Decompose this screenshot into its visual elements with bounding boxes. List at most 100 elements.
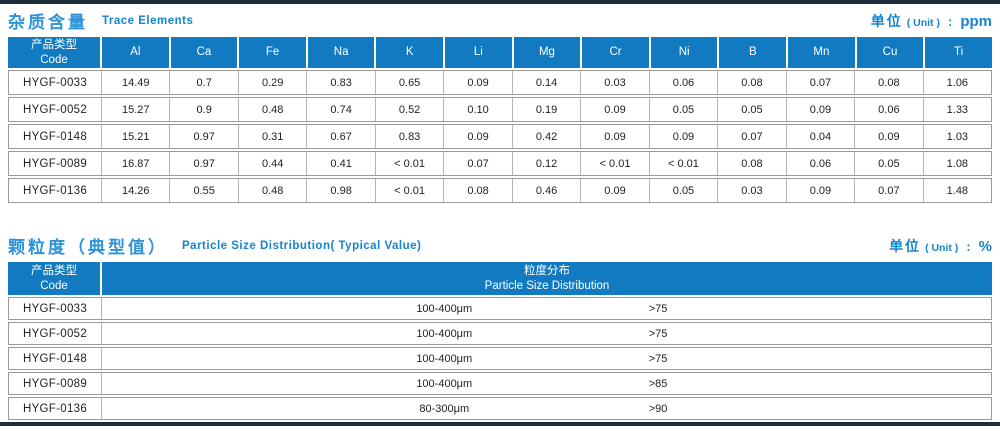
- row-value: 0.46: [511, 179, 580, 202]
- unit-en: ( Unit ): [925, 241, 959, 254]
- code-header-en: Code: [40, 53, 68, 66]
- column-header-element: B: [719, 37, 787, 68]
- row-value: 0.83: [374, 125, 443, 148]
- row-value: 0.09: [443, 125, 511, 148]
- table-row: HYGF-0089 100-400μm >85: [8, 372, 992, 395]
- row-value: 0.06: [648, 71, 717, 94]
- row-value: 0.65: [374, 71, 443, 94]
- column-header-element: Li: [445, 37, 512, 68]
- row-value: 0.7: [169, 71, 237, 94]
- row-code: HYGF-0148: [22, 130, 88, 143]
- row-percent: >85: [648, 377, 668, 390]
- unit-zh: 单位: [889, 237, 922, 254]
- row-value: 0.07: [443, 152, 511, 175]
- row-value: 0.08: [443, 179, 511, 202]
- column-header-element: Ni: [650, 37, 718, 68]
- table-row: HYGF-0052 100-400μm >75: [8, 322, 992, 345]
- row-value: 0.09: [443, 71, 511, 94]
- row-value: < 0.01: [648, 152, 717, 175]
- row-value: 0.9: [169, 98, 237, 121]
- row-value: 14.49: [101, 71, 169, 94]
- table-row: HYGF-0052 15.27 0.9 0.48 0.74 0.52 0.10 0.19 0.0…: [8, 97, 992, 122]
- row-value: 0.05: [717, 98, 785, 121]
- row-value: 0.97: [169, 125, 237, 148]
- row-value: 0.05: [854, 152, 922, 175]
- unit-label: 单位 ( Unit ) : ppm: [871, 11, 992, 31]
- column-header-element: Mn: [788, 37, 855, 68]
- row-value: 0.41: [306, 152, 374, 175]
- unit-zh: 单位: [870, 12, 903, 29]
- row-value: 0.31: [237, 125, 306, 148]
- row-value: 0.10: [443, 98, 511, 121]
- row-value: 0.55: [169, 179, 237, 202]
- column-header-code: 产品类型 Code: [8, 262, 100, 295]
- row-value: 16.87: [101, 152, 169, 175]
- bottom-divider-bar: [0, 422, 1000, 426]
- row-size-range: 100-400μm: [416, 302, 473, 315]
- row-value: 0.29: [237, 71, 306, 94]
- row-value: 0.52: [374, 98, 443, 121]
- row-value: 1.48: [922, 179, 991, 202]
- row-value: 0.06: [785, 152, 854, 175]
- column-header-element: Na: [307, 37, 375, 68]
- row-value: 0.08: [717, 71, 785, 94]
- row-size-range: 100-400μm: [416, 352, 473, 365]
- unit-colon: :: [966, 238, 971, 254]
- dist-header-en: Particle Size Distribution: [484, 279, 610, 292]
- row-code: HYGF-0136: [22, 402, 88, 415]
- code-header-zh: 产品类型: [31, 265, 77, 278]
- row-value: 0.08: [854, 71, 922, 94]
- row-value: 0.07: [717, 125, 785, 148]
- row-value: 0.14: [511, 71, 580, 94]
- unit-colon: :: [947, 13, 953, 29]
- row-size-range: 100-400μm: [416, 377, 473, 390]
- row-code: HYGF-0148: [22, 352, 88, 365]
- table-row: HYGF-0136 80-300μm >90: [8, 397, 992, 420]
- row-value: 14.26: [101, 179, 169, 202]
- row-distribution: 100-400μm >75: [101, 323, 991, 344]
- table-row: HYGF-0033 14.49 0.7 0.29 0.83 0.65 0.09 0.14 0.0…: [8, 70, 992, 95]
- row-value: 0.09: [580, 179, 648, 202]
- column-header-element: Ti: [925, 37, 992, 68]
- column-header-element: Fe: [239, 37, 306, 68]
- dist-header-zh: 粒度分布: [524, 265, 570, 278]
- row-value: 0.05: [648, 98, 717, 121]
- row-value: 0.04: [785, 125, 854, 148]
- row-value: 15.21: [101, 125, 169, 148]
- row-value: 1.03: [922, 125, 991, 148]
- trace-table-body: HYGF-0033 14.49 0.7 0.29 0.83 0.65 0.09 0.14 0.0…: [8, 70, 992, 203]
- row-value: 0.07: [854, 179, 922, 202]
- row-value: 0.09: [580, 98, 648, 121]
- row-size-range: 100-400μm: [416, 327, 473, 340]
- row-size-range: 80-300μm: [419, 402, 470, 415]
- table-row: HYGF-0136 14.26 0.55 0.48 0.98 < 0.01 0.08 0.46…: [8, 178, 992, 203]
- table-row: HYGF-0033 100-400μm >75: [8, 297, 992, 320]
- row-value: 0.12: [511, 152, 580, 175]
- code-header-zh: 产品类型: [31, 39, 77, 52]
- column-header-element: Al: [102, 37, 169, 68]
- row-value: 0.03: [717, 179, 785, 202]
- row-distribution: 100-400μm >75: [101, 348, 991, 369]
- row-value: 0.09: [648, 125, 717, 148]
- trace-elements-section: 杂质含量 Trace Elements 单位 ( Unit ) : ppm 产品…: [8, 4, 992, 203]
- trace-table-header: 产品类型 Code Al Ca Fe Na K Li Mg Cr Ni B Mn Cu Ti: [8, 37, 992, 68]
- row-value: 0.09: [854, 125, 922, 148]
- row-value: 15.27: [101, 98, 169, 121]
- row-distribution: 80-300μm >90: [101, 398, 991, 419]
- row-value: 0.83: [306, 71, 374, 94]
- particle-size-title-row: 颗粒度（典型值） Particle Size Distribution( Typ…: [8, 229, 992, 262]
- particle-table-body: HYGF-0033 100-400μm >75 HYGF-0052 100-400μm >…: [8, 297, 992, 420]
- row-value: 0.98: [306, 179, 374, 202]
- unit-en: ( Unit ): [906, 16, 940, 29]
- row-value: 0.67: [306, 125, 374, 148]
- row-value: < 0.01: [580, 152, 648, 175]
- row-value: 0.07: [785, 71, 854, 94]
- row-code: HYGF-0033: [22, 76, 88, 89]
- row-percent: >75: [648, 302, 668, 315]
- row-value: 1.08: [922, 152, 991, 175]
- row-value: 0.08: [717, 152, 785, 175]
- row-value: < 0.01: [374, 152, 443, 175]
- top-divider-bar: [0, 0, 1000, 4]
- row-value: 0.09: [785, 98, 854, 121]
- table-row: HYGF-0089 16.87 0.97 0.44 0.41 < 0.01 0.07 0.12…: [8, 151, 992, 176]
